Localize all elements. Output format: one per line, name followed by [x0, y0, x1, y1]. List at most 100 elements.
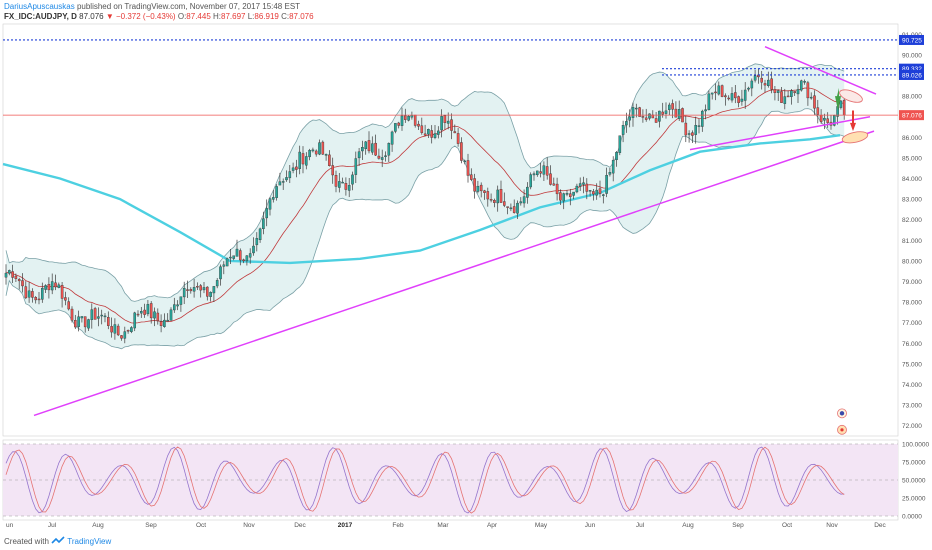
- candle: [773, 85, 777, 101]
- candle: [813, 90, 816, 116]
- candle-body: [24, 286, 28, 299]
- candle: [549, 165, 552, 186]
- price-label-text: 87.076: [902, 113, 922, 120]
- candle: [285, 170, 288, 182]
- candle-body: [354, 158, 358, 175]
- candle: [796, 84, 800, 103]
- candle: [710, 92, 714, 100]
- candle: [430, 125, 434, 144]
- candle: [763, 79, 767, 93]
- candle-body: [229, 256, 232, 259]
- candle: [278, 172, 282, 186]
- candle: [275, 184, 278, 201]
- candle: [753, 69, 757, 83]
- candle: [654, 112, 658, 123]
- candle-body: [776, 90, 780, 93]
- price-label: 89.332: [899, 63, 924, 74]
- candle: [628, 109, 631, 128]
- candle-body: [110, 326, 113, 333]
- candle: [417, 120, 420, 130]
- price-axis[interactable]: 91.00090.00089.00088.00087.00086.00085.0…: [899, 32, 929, 521]
- candle: [717, 81, 721, 96]
- candle-body: [476, 185, 480, 192]
- candle: [470, 168, 473, 181]
- candle-body: [684, 122, 688, 136]
- candle: [724, 93, 727, 106]
- candle-body: [265, 208, 269, 219]
- tradingview-link[interactable]: TradingView: [67, 537, 112, 546]
- time-axis[interactable]: un Jul Aug Sep Oct Nov Dec 2017 Feb Mar Apr May Jun J…: [6, 522, 887, 529]
- candle-body: [245, 255, 249, 262]
- candle-body: [770, 78, 773, 90]
- candle: [153, 307, 156, 327]
- candle-body: [60, 285, 64, 299]
- candle: [780, 86, 783, 103]
- candle-body: [308, 149, 311, 158]
- candle: [687, 130, 691, 143]
- price-tick-label: 79.000: [902, 279, 922, 286]
- candle: [328, 150, 331, 167]
- price-tick-label: 80.000: [902, 258, 922, 265]
- candle-body: [305, 156, 308, 166]
- candle: [235, 239, 239, 257]
- candle-body: [823, 117, 826, 121]
- candle-body: [489, 199, 493, 201]
- candle-body: [70, 308, 74, 321]
- candle-body: [842, 99, 846, 116]
- candle-body: [618, 135, 622, 153]
- candle: [450, 113, 453, 140]
- candle-body: [674, 108, 678, 118]
- candle: [248, 248, 252, 264]
- candle-body: [172, 304, 176, 311]
- candle-body: [268, 198, 272, 210]
- candle-body: [83, 316, 87, 328]
- candle-body: [344, 183, 348, 190]
- candle-body: [394, 123, 397, 132]
- candle-body: [387, 143, 391, 156]
- candle-body: [420, 125, 424, 133]
- candle: [598, 180, 602, 198]
- symbol-name: FX_IDC:AUDJPY, D: [4, 12, 77, 21]
- candle: [321, 140, 325, 155]
- candle-body: [126, 330, 130, 332]
- candle: [433, 125, 437, 140]
- candle-body: [440, 116, 443, 131]
- candle-body: [212, 286, 216, 294]
- candle: [44, 284, 47, 294]
- publish-info: DariusApuscauskas published on TradingVi…: [4, 2, 300, 11]
- candle: [311, 147, 315, 153]
- candle-body: [585, 183, 589, 192]
- candle-body: [410, 115, 414, 118]
- candle-body: [149, 303, 153, 319]
- published-text: published on TradingView.com, November 0…: [76, 2, 301, 11]
- time-tick-label: Apr: [487, 522, 498, 529]
- candle: [87, 318, 90, 331]
- candle-body: [166, 319, 170, 322]
- author-link[interactable]: DariusApuscauskas: [4, 2, 75, 11]
- candle-body: [519, 201, 523, 204]
- candle: [374, 134, 377, 157]
- candle: [559, 189, 562, 206]
- candle-body: [780, 91, 783, 103]
- candle: [786, 90, 790, 98]
- candle: [483, 189, 486, 200]
- candle: [578, 177, 582, 191]
- stoch-rsi-pane: [3, 443, 898, 517]
- candle-body: [536, 170, 539, 176]
- candle-body: [697, 125, 701, 127]
- candle-body: [47, 283, 51, 291]
- candle: [232, 255, 236, 261]
- candle-body: [321, 141, 325, 155]
- bollinger-upper: [5, 63, 845, 302]
- candle: [73, 314, 77, 330]
- candle: [324, 153, 328, 161]
- candle: [384, 151, 387, 162]
- close-value: 87.076: [289, 12, 314, 21]
- bollinger-bands: [5, 63, 845, 350]
- breakdown-ellipse: [841, 131, 869, 144]
- breakout-ellipse: [839, 89, 863, 103]
- price-tick-label: 84.000: [902, 176, 922, 183]
- time-tick-label: Nov: [826, 522, 838, 529]
- candle-body: [64, 297, 67, 301]
